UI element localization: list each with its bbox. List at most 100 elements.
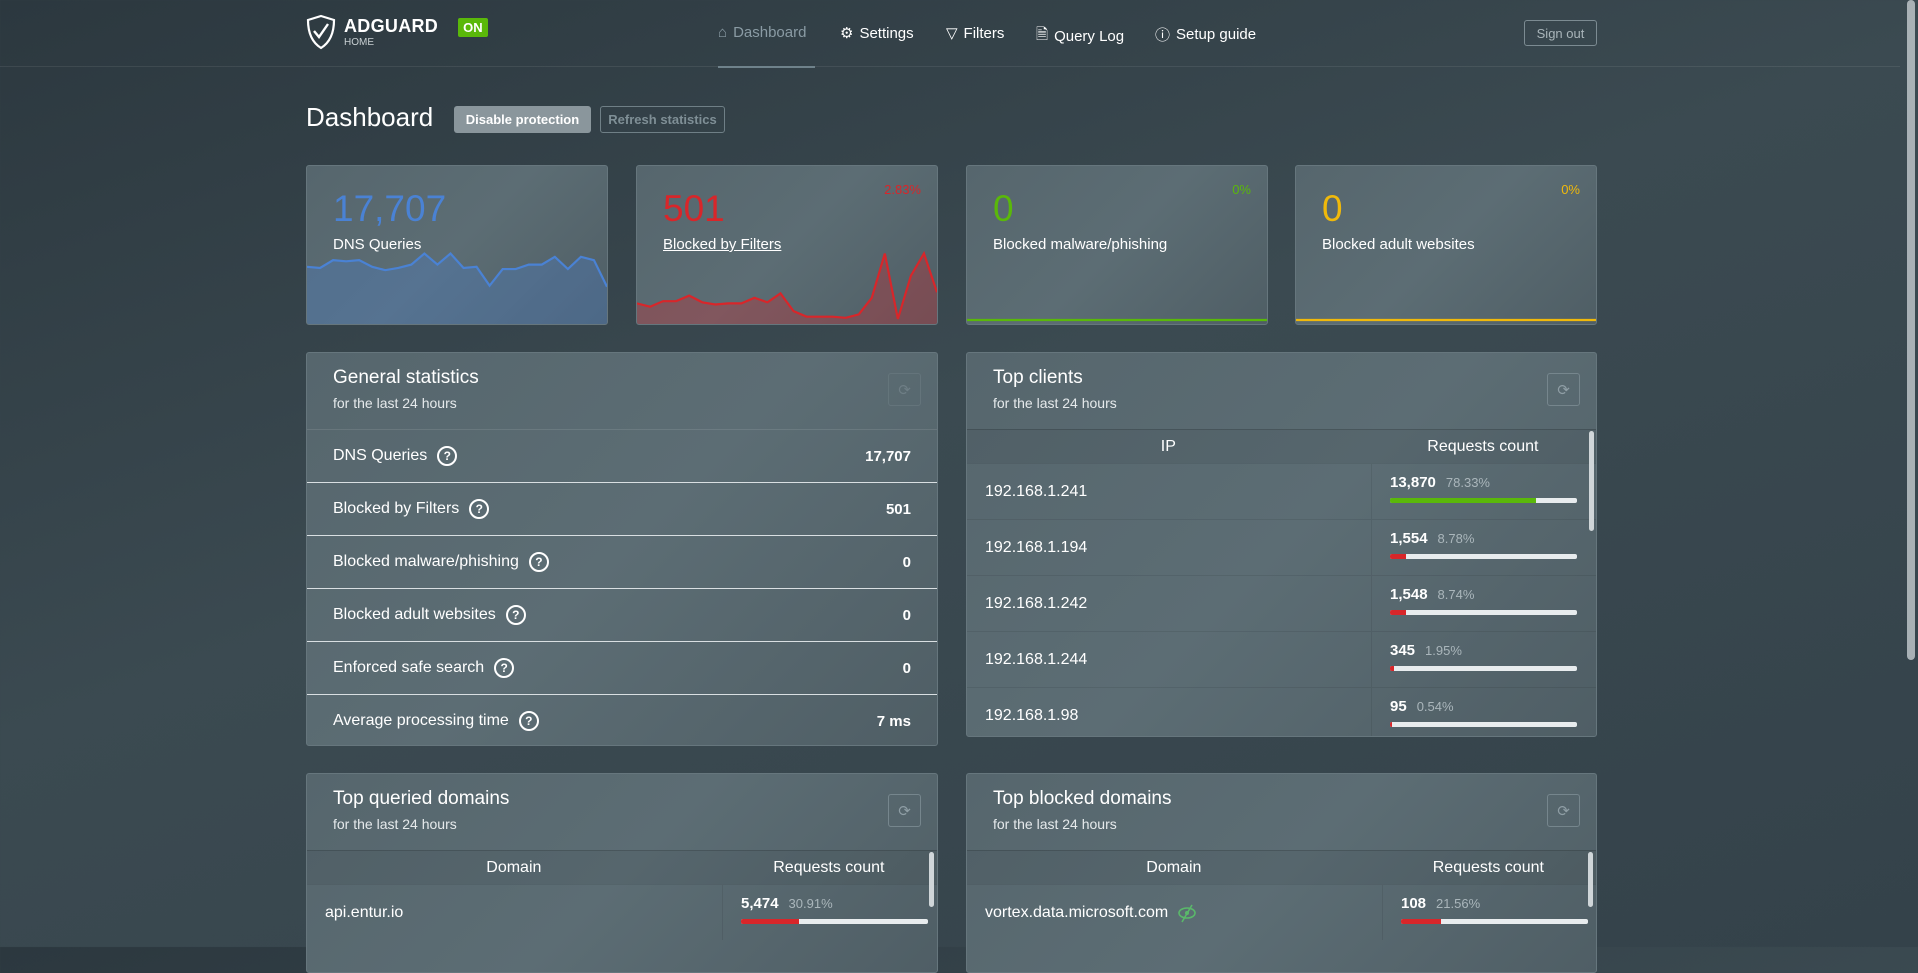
- help-question-icon[interactable]: ?: [494, 658, 515, 678]
- progress-fill: [1390, 554, 1407, 559]
- request-progress-bar: [1390, 498, 1577, 503]
- request-progress-bar: [1401, 919, 1588, 924]
- stat-row: Blocked adult websites? 0: [307, 588, 937, 641]
- table-row[interactable]: 192.168.1.98 95 0.54%: [967, 687, 1596, 736]
- request-percent: 78.33%: [1445, 475, 1490, 490]
- request-progress-bar: [1390, 722, 1577, 727]
- nav-filters[interactable]: ▽ Filters: [946, 24, 1005, 43]
- stat-label: Blocked adult websites: [1322, 236, 1475, 253]
- table-row[interactable]: vortex.data.microsoft.com 108 21.56%: [967, 884, 1596, 940]
- ip-cell: 192.168.1.241: [985, 482, 1088, 500]
- page-scrollbar[interactable]: [1907, 0, 1915, 660]
- card-title: Top clients: [993, 367, 1083, 388]
- request-count: 345: [1390, 642, 1416, 659]
- nav-label: Filters: [963, 24, 1005, 42]
- refresh-button[interactable]: ⟳: [1547, 373, 1580, 406]
- card-subtitle: for the last 24 hours: [333, 395, 457, 411]
- top-queried-domains-card: Top queried domains for the last 24 hour…: [306, 773, 938, 973]
- domain-cell: api.entur.io: [325, 903, 404, 921]
- ip-cell: 192.168.1.242: [985, 594, 1088, 612]
- card-subtitle: for the last 24 hours: [993, 395, 1117, 411]
- table-row[interactable]: 192.168.1.242 1,548 8.74%: [967, 575, 1596, 631]
- stat-row-label: Average processing time: [333, 712, 509, 730]
- stat-label: Blocked malware/phishing: [993, 236, 1168, 253]
- table-scrollbar[interactable]: [929, 852, 934, 907]
- refresh-button[interactable]: ⟳: [888, 794, 921, 827]
- refresh-button[interactable]: ⟳: [888, 373, 921, 406]
- column-requests[interactable]: Requests count: [1432, 858, 1544, 876]
- nav-setup-guide[interactable]: ⓘ Setup guide: [1155, 24, 1256, 45]
- help-question-icon[interactable]: ?: [505, 605, 526, 625]
- sparkline-chart: [1296, 318, 1596, 322]
- stat-row-value: 17,707: [865, 447, 911, 465]
- request-progress-bar: [1390, 666, 1577, 671]
- gear-icon: ⚙: [840, 25, 854, 42]
- request-percent: 8.74%: [1437, 587, 1475, 602]
- column-domain[interactable]: Domain: [486, 858, 542, 876]
- sparkline-line: [637, 250, 937, 320]
- shield-check-icon: [306, 14, 336, 50]
- help-icon: ⓘ: [1155, 27, 1171, 44]
- stat-value: 501: [663, 188, 725, 229]
- table-row[interactable]: 192.168.1.241 13,870 78.33%: [967, 463, 1596, 519]
- refresh-button[interactable]: ⟳: [1547, 794, 1580, 827]
- request-percent: 8.78%: [1437, 531, 1475, 546]
- sparkline-area: [637, 253, 937, 324]
- page-title: Dashboard: [306, 102, 434, 132]
- request-progress-bar: [741, 919, 928, 924]
- disable-protection-button[interactable]: Disable protection: [454, 106, 591, 133]
- document-icon: 🗎: [1036, 26, 1049, 43]
- request-count: 95: [1390, 698, 1407, 715]
- nav-query-log[interactable]: 🗎 Query Log: [1036, 24, 1124, 49]
- refresh-statistics-button[interactable]: Refresh statistics: [600, 106, 725, 133]
- card-title: Top queried domains: [333, 788, 510, 809]
- domain-cell: vortex.data.microsoft.com: [985, 903, 1169, 921]
- stat-value: 0: [1322, 188, 1343, 229]
- table-header: Domain Requests count: [307, 850, 937, 884]
- tracker-eye-slash-icon[interactable]: [1176, 902, 1198, 924]
- ip-cell: 192.168.1.244: [985, 650, 1088, 668]
- stat-row: Average processing time? 7 ms: [307, 694, 937, 745]
- stat-row: DNS Queries? 17,707: [307, 429, 937, 482]
- table-header: IP Requests count: [967, 429, 1596, 463]
- request-count: 1,554: [1390, 530, 1428, 547]
- column-domain[interactable]: Domain: [1146, 858, 1202, 876]
- help-question-icon[interactable]: ?: [518, 711, 539, 731]
- column-requests[interactable]: Requests count: [773, 858, 885, 876]
- table-scrollbar[interactable]: [1589, 431, 1594, 531]
- stat-percent: 0%: [1232, 182, 1251, 197]
- refresh-icon: ⟳: [898, 381, 911, 399]
- card-title: Top blocked domains: [993, 788, 1172, 809]
- help-question-icon[interactable]: ?: [437, 446, 458, 466]
- stat-value: 0: [993, 188, 1014, 229]
- sparkline-chart: [967, 318, 1267, 322]
- request-percent: 30.91%: [788, 896, 833, 911]
- request-count: 108: [1401, 895, 1427, 912]
- stat-label[interactable]: Blocked by Filters: [663, 236, 782, 253]
- refresh-icon: ⟳: [1557, 381, 1570, 399]
- table-scrollbar[interactable]: [1588, 852, 1593, 907]
- nav-label: Query Log: [1054, 28, 1125, 45]
- stat-card-blocked-malware: 0 Blocked malware/phishing 0%: [966, 165, 1268, 325]
- request-percent: 21.56%: [1436, 896, 1481, 911]
- help-question-icon[interactable]: ?: [528, 552, 549, 572]
- nav-dashboard[interactable]: ⌂ Dashboard: [718, 24, 806, 41]
- table-row[interactable]: 192.168.1.194 1,554 8.78%: [967, 519, 1596, 575]
- table-row[interactable]: 192.168.1.244 345 1.95%: [967, 631, 1596, 687]
- column-ip[interactable]: IP: [1160, 437, 1176, 455]
- logo[interactable]: ADGUARD HOME ON: [306, 14, 488, 50]
- sign-out-button[interactable]: Sign out: [1524, 20, 1597, 46]
- stat-row-value: 7 ms: [876, 712, 911, 730]
- nav-settings[interactable]: ⚙ Settings: [840, 24, 914, 43]
- progress-fill: [1401, 919, 1442, 924]
- request-count: 1,548: [1390, 586, 1428, 603]
- help-question-icon[interactable]: ?: [469, 499, 490, 519]
- stat-row-label: Blocked adult websites: [333, 606, 496, 624]
- table-row[interactable]: api.entur.io 5,474 30.91%: [307, 884, 937, 940]
- progress-fill: [1390, 610, 1407, 615]
- ip-cell: 192.168.1.194: [985, 538, 1088, 556]
- column-requests[interactable]: Requests count: [1427, 437, 1539, 455]
- stat-row-label: Blocked malware/phishing: [333, 553, 519, 571]
- request-count: 13,870: [1390, 474, 1436, 491]
- protection-status-badge: ON: [458, 17, 488, 37]
